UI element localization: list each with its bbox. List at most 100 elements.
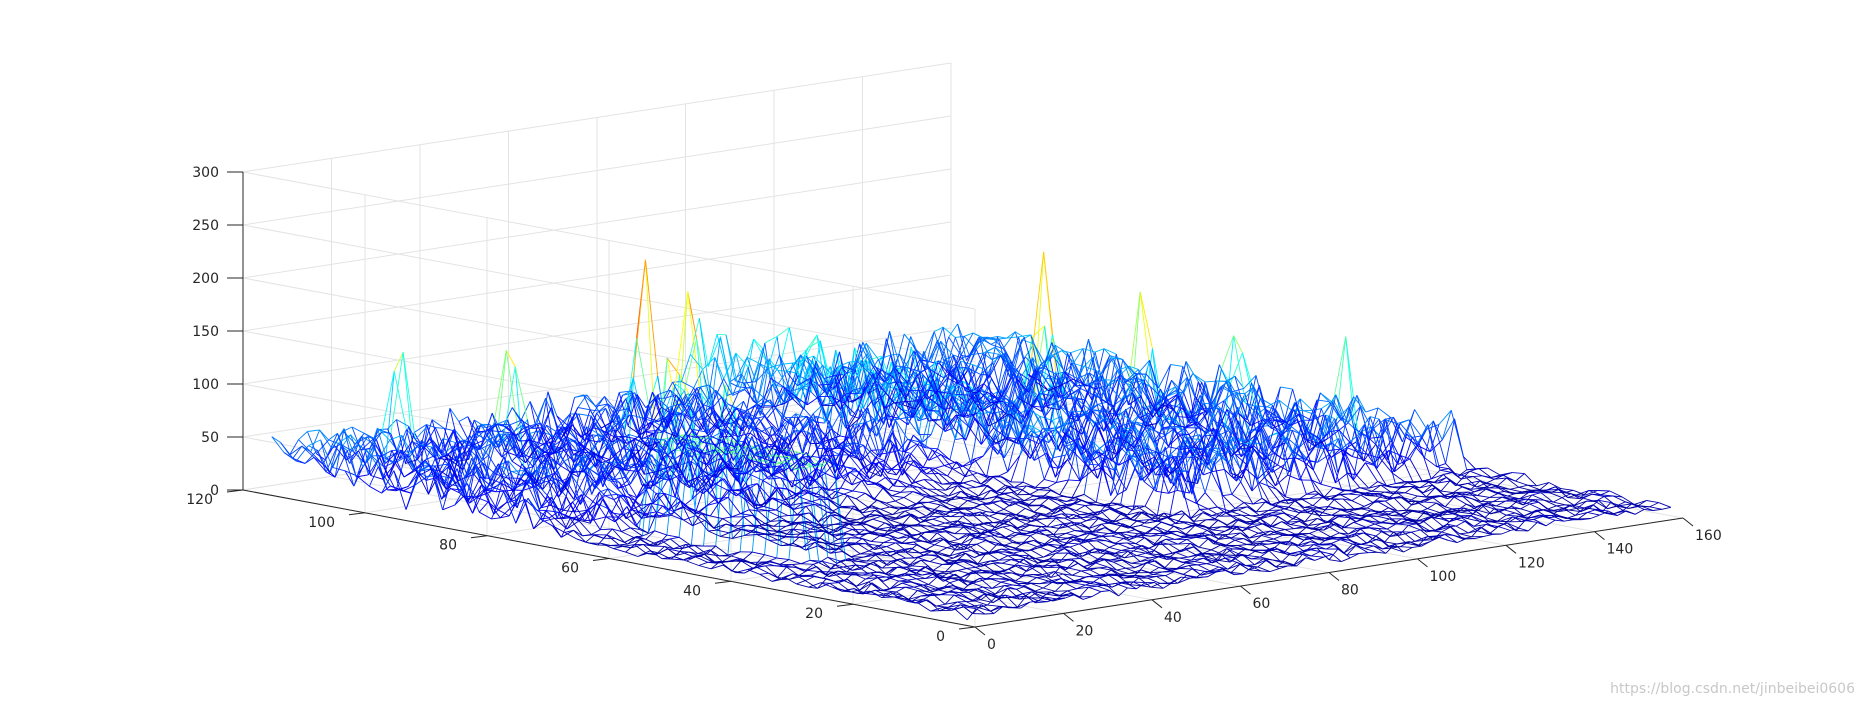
mesh-segment <box>1190 509 1200 519</box>
y-tick-mark <box>592 558 610 561</box>
mesh-segment <box>1354 428 1364 462</box>
mesh-segment <box>1323 553 1333 558</box>
mesh-segment <box>1336 336 1347 419</box>
mesh-segment <box>1305 446 1315 460</box>
mesh-segment <box>1308 518 1318 526</box>
mesh-segment <box>990 606 1003 612</box>
mesh-segment <box>1341 557 1351 563</box>
mesh-segment <box>1314 556 1324 561</box>
mesh-segment <box>1243 566 1253 575</box>
mesh-segment <box>1376 551 1386 554</box>
mesh-segment <box>1412 435 1422 438</box>
mesh-segment <box>1529 501 1539 505</box>
mesh-segment <box>956 520 967 524</box>
mesh-segment <box>458 416 469 422</box>
mesh-segment <box>713 518 723 529</box>
mesh-segment <box>949 579 959 584</box>
mesh-segment <box>1144 488 1155 507</box>
mesh-segment <box>1590 514 1600 519</box>
mesh-segment <box>1071 570 1082 576</box>
mesh-segment <box>384 371 395 464</box>
mesh-segment <box>1123 535 1133 539</box>
mesh-segment <box>871 582 885 592</box>
mesh-segment <box>1028 591 1038 599</box>
y-tick-mark <box>836 603 854 607</box>
mesh-segment <box>1132 467 1143 511</box>
mesh-segment <box>1600 490 1610 496</box>
mesh-segment <box>1021 535 1031 545</box>
mesh-segment <box>1241 514 1251 517</box>
mesh-segment <box>1427 502 1437 509</box>
mesh-segment <box>767 557 777 563</box>
mesh-segment <box>1176 456 1186 482</box>
mesh-segment <box>1100 590 1110 593</box>
mesh-segment <box>1318 538 1329 545</box>
mesh-segment <box>1652 508 1662 511</box>
mesh-segment <box>1081 569 1091 572</box>
mesh-segment <box>808 454 819 546</box>
mesh-segment <box>1369 416 1380 420</box>
mesh-segment <box>1432 531 1442 541</box>
mesh-segment <box>791 564 805 572</box>
mesh-segment <box>1099 533 1109 538</box>
mesh-segment <box>866 554 876 562</box>
mesh-segment <box>1017 595 1027 608</box>
mesh-segment <box>999 520 1009 524</box>
mesh-segment <box>1029 489 1039 495</box>
mesh-segment <box>387 488 400 491</box>
mesh-segment <box>1108 494 1118 506</box>
mesh-segment <box>778 370 788 372</box>
mesh-segment <box>983 586 993 589</box>
mesh-segment <box>603 528 613 539</box>
mesh-segment <box>606 534 616 540</box>
mesh-segment <box>706 545 717 555</box>
mesh-segment <box>1386 523 1397 530</box>
mesh-segment <box>720 532 730 537</box>
mesh-segment <box>865 509 876 518</box>
mesh-segment <box>1331 539 1341 544</box>
mesh-segment <box>799 492 809 498</box>
mesh-segment <box>1154 512 1165 522</box>
mesh-segment <box>1177 574 1187 584</box>
mesh-segment <box>612 528 622 533</box>
mesh-segment <box>618 543 628 546</box>
mesh-segment <box>1090 577 1101 584</box>
mesh-segment <box>1155 446 1166 492</box>
mesh-segment <box>1092 523 1102 533</box>
mesh-segment <box>1264 538 1274 542</box>
mesh-segment <box>1135 537 1145 545</box>
mesh-segment <box>732 528 742 539</box>
mesh-segment <box>597 544 611 546</box>
mesh-segment <box>980 511 990 517</box>
mesh-segment <box>978 604 988 609</box>
mesh-segment <box>511 470 524 472</box>
mesh-segment <box>679 551 689 553</box>
mesh-segment <box>755 554 765 565</box>
mesh-segment <box>966 566 976 569</box>
mesh-segment <box>1445 418 1455 464</box>
mesh-segment <box>1467 482 1477 488</box>
mesh-segment <box>944 594 955 605</box>
mesh-segment <box>1095 453 1106 503</box>
mesh-segment <box>1225 539 1236 546</box>
mesh-segment <box>1150 582 1161 588</box>
mesh-segment <box>1371 484 1382 492</box>
mesh-segment <box>1394 543 1404 553</box>
mesh-segment <box>786 370 796 374</box>
mesh-segment <box>1142 585 1152 588</box>
mesh-segment <box>1323 487 1334 498</box>
mesh-segment <box>948 601 958 608</box>
mesh-segment <box>747 447 758 535</box>
mesh-segment <box>580 468 590 505</box>
mesh-segment <box>292 457 306 464</box>
mesh-segment <box>1297 537 1308 546</box>
mesh-segment <box>873 487 884 500</box>
mesh-segment <box>1252 497 1263 505</box>
mesh-segment <box>722 516 732 520</box>
mesh-segment <box>928 576 938 585</box>
mesh-segment <box>1023 495 1034 502</box>
mesh-segment <box>783 528 793 538</box>
mesh-segment <box>1350 406 1361 445</box>
mesh-segment <box>831 487 842 500</box>
mesh-segment <box>1527 522 1538 532</box>
